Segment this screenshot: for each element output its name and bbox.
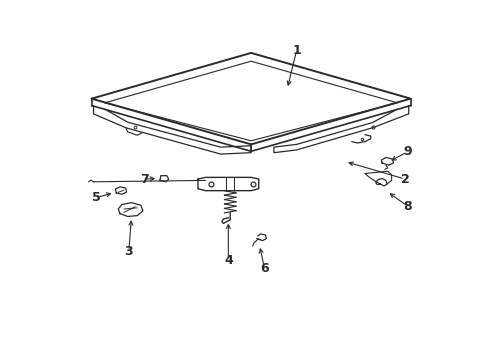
Text: 6: 6 bbox=[260, 262, 269, 275]
Text: 7: 7 bbox=[140, 172, 148, 185]
Text: 5: 5 bbox=[92, 191, 100, 204]
Text: 2: 2 bbox=[400, 172, 409, 185]
Text: 4: 4 bbox=[224, 254, 233, 267]
Text: 3: 3 bbox=[124, 244, 133, 258]
Text: 1: 1 bbox=[293, 44, 301, 57]
Text: 8: 8 bbox=[403, 200, 412, 213]
Text: 9: 9 bbox=[403, 145, 412, 158]
